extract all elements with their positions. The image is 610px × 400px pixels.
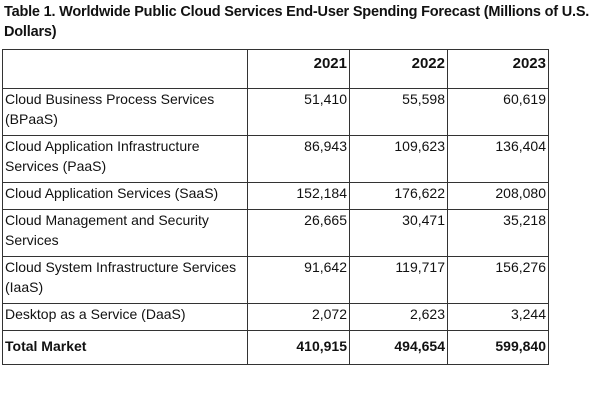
cell-value: 91,642	[247, 256, 350, 304]
table-caption: Table 1. Worldwide Public Cloud Services…	[4, 4, 590, 40]
cell-value: 51,410	[247, 88, 350, 136]
row-label: Cloud System Infrastructure Services (Ia…	[2, 256, 248, 304]
cell-value: 26,665	[247, 209, 350, 257]
header-cell-2021: 2021	[247, 49, 350, 89]
cell-value: 176,622	[349, 182, 448, 210]
header-row: 2021 2022 2023	[2, 49, 549, 89]
total-value: 599,840	[447, 330, 549, 365]
cell-value: 2,623	[349, 303, 448, 331]
cell-value: 30,471	[349, 209, 448, 257]
total-value: 494,654	[349, 330, 448, 365]
cell-value: 119,717	[349, 256, 448, 304]
cell-value: 136,404	[447, 135, 549, 183]
cell-value: 60,619	[447, 88, 549, 136]
cell-value: 2,072	[247, 303, 350, 331]
table-row: Cloud Application Services (SaaS) 152,18…	[2, 182, 549, 210]
cell-value: 86,943	[247, 135, 350, 183]
table-row: Cloud Business Process Services (BPaaS) …	[2, 88, 549, 136]
row-label: Cloud Application Infrastructure Service…	[2, 135, 248, 183]
spending-forecast-table: 2021 2022 2023 Cloud Business Process Se…	[2, 49, 549, 365]
table-row: Cloud System Infrastructure Services (Ia…	[2, 256, 549, 304]
header-cell-2022: 2022	[349, 49, 448, 89]
header-cell-empty	[2, 49, 248, 89]
row-label: Cloud Application Services (SaaS)	[2, 182, 248, 210]
cell-value: 156,276	[447, 256, 549, 304]
cell-value: 152,184	[247, 182, 350, 210]
table-row: Cloud Application Infrastructure Service…	[2, 135, 549, 183]
row-label: Desktop as a Service (DaaS)	[2, 303, 248, 331]
total-row: Total Market 410,915 494,654 599,840	[2, 330, 549, 365]
table-row: Cloud Management and Security Services 2…	[2, 209, 549, 257]
cell-value: 109,623	[349, 135, 448, 183]
row-label: Cloud Business Process Services (BPaaS)	[2, 88, 248, 136]
cell-value: 55,598	[349, 88, 448, 136]
cell-value: 208,080	[447, 182, 549, 210]
header-cell-2023: 2023	[447, 49, 549, 89]
table-row: Desktop as a Service (DaaS) 2,072 2,623 …	[2, 303, 549, 331]
total-value: 410,915	[247, 330, 350, 365]
total-label: Total Market	[2, 330, 248, 365]
cell-value: 3,244	[447, 303, 549, 331]
cell-value: 35,218	[447, 209, 549, 257]
row-label: Cloud Management and Security Services	[2, 209, 248, 257]
